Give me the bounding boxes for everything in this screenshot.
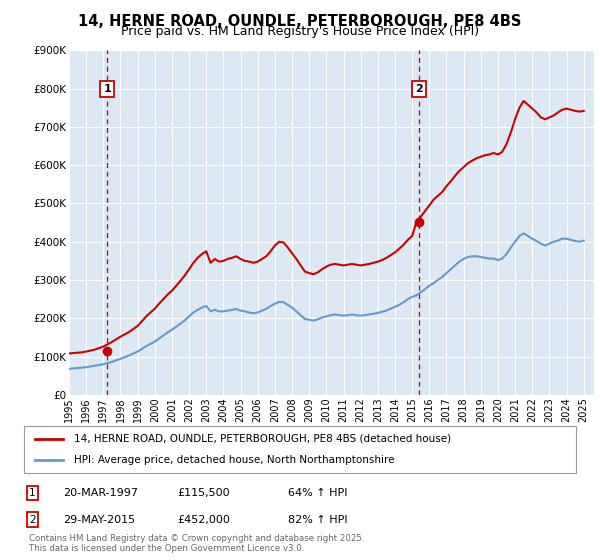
Text: 82% ↑ HPI: 82% ↑ HPI	[288, 515, 347, 525]
Text: 1: 1	[103, 83, 111, 94]
Text: 20-MAR-1997: 20-MAR-1997	[63, 488, 138, 498]
Text: Price paid vs. HM Land Registry's House Price Index (HPI): Price paid vs. HM Land Registry's House …	[121, 25, 479, 38]
Text: Contains HM Land Registry data © Crown copyright and database right 2025.
This d: Contains HM Land Registry data © Crown c…	[29, 534, 364, 553]
Text: 1: 1	[29, 488, 35, 498]
Text: 64% ↑ HPI: 64% ↑ HPI	[288, 488, 347, 498]
Text: 14, HERNE ROAD, OUNDLE, PETERBOROUGH, PE8 4BS (detached house): 14, HERNE ROAD, OUNDLE, PETERBOROUGH, PE…	[74, 434, 451, 444]
Text: 2: 2	[29, 515, 35, 525]
Text: HPI: Average price, detached house, North Northamptonshire: HPI: Average price, detached house, Nort…	[74, 455, 394, 465]
Text: £452,000: £452,000	[177, 515, 230, 525]
Text: 29-MAY-2015: 29-MAY-2015	[63, 515, 135, 525]
Text: £115,500: £115,500	[177, 488, 230, 498]
Text: 2: 2	[415, 83, 423, 94]
Text: 14, HERNE ROAD, OUNDLE, PETERBOROUGH, PE8 4BS: 14, HERNE ROAD, OUNDLE, PETERBOROUGH, PE…	[79, 14, 521, 29]
